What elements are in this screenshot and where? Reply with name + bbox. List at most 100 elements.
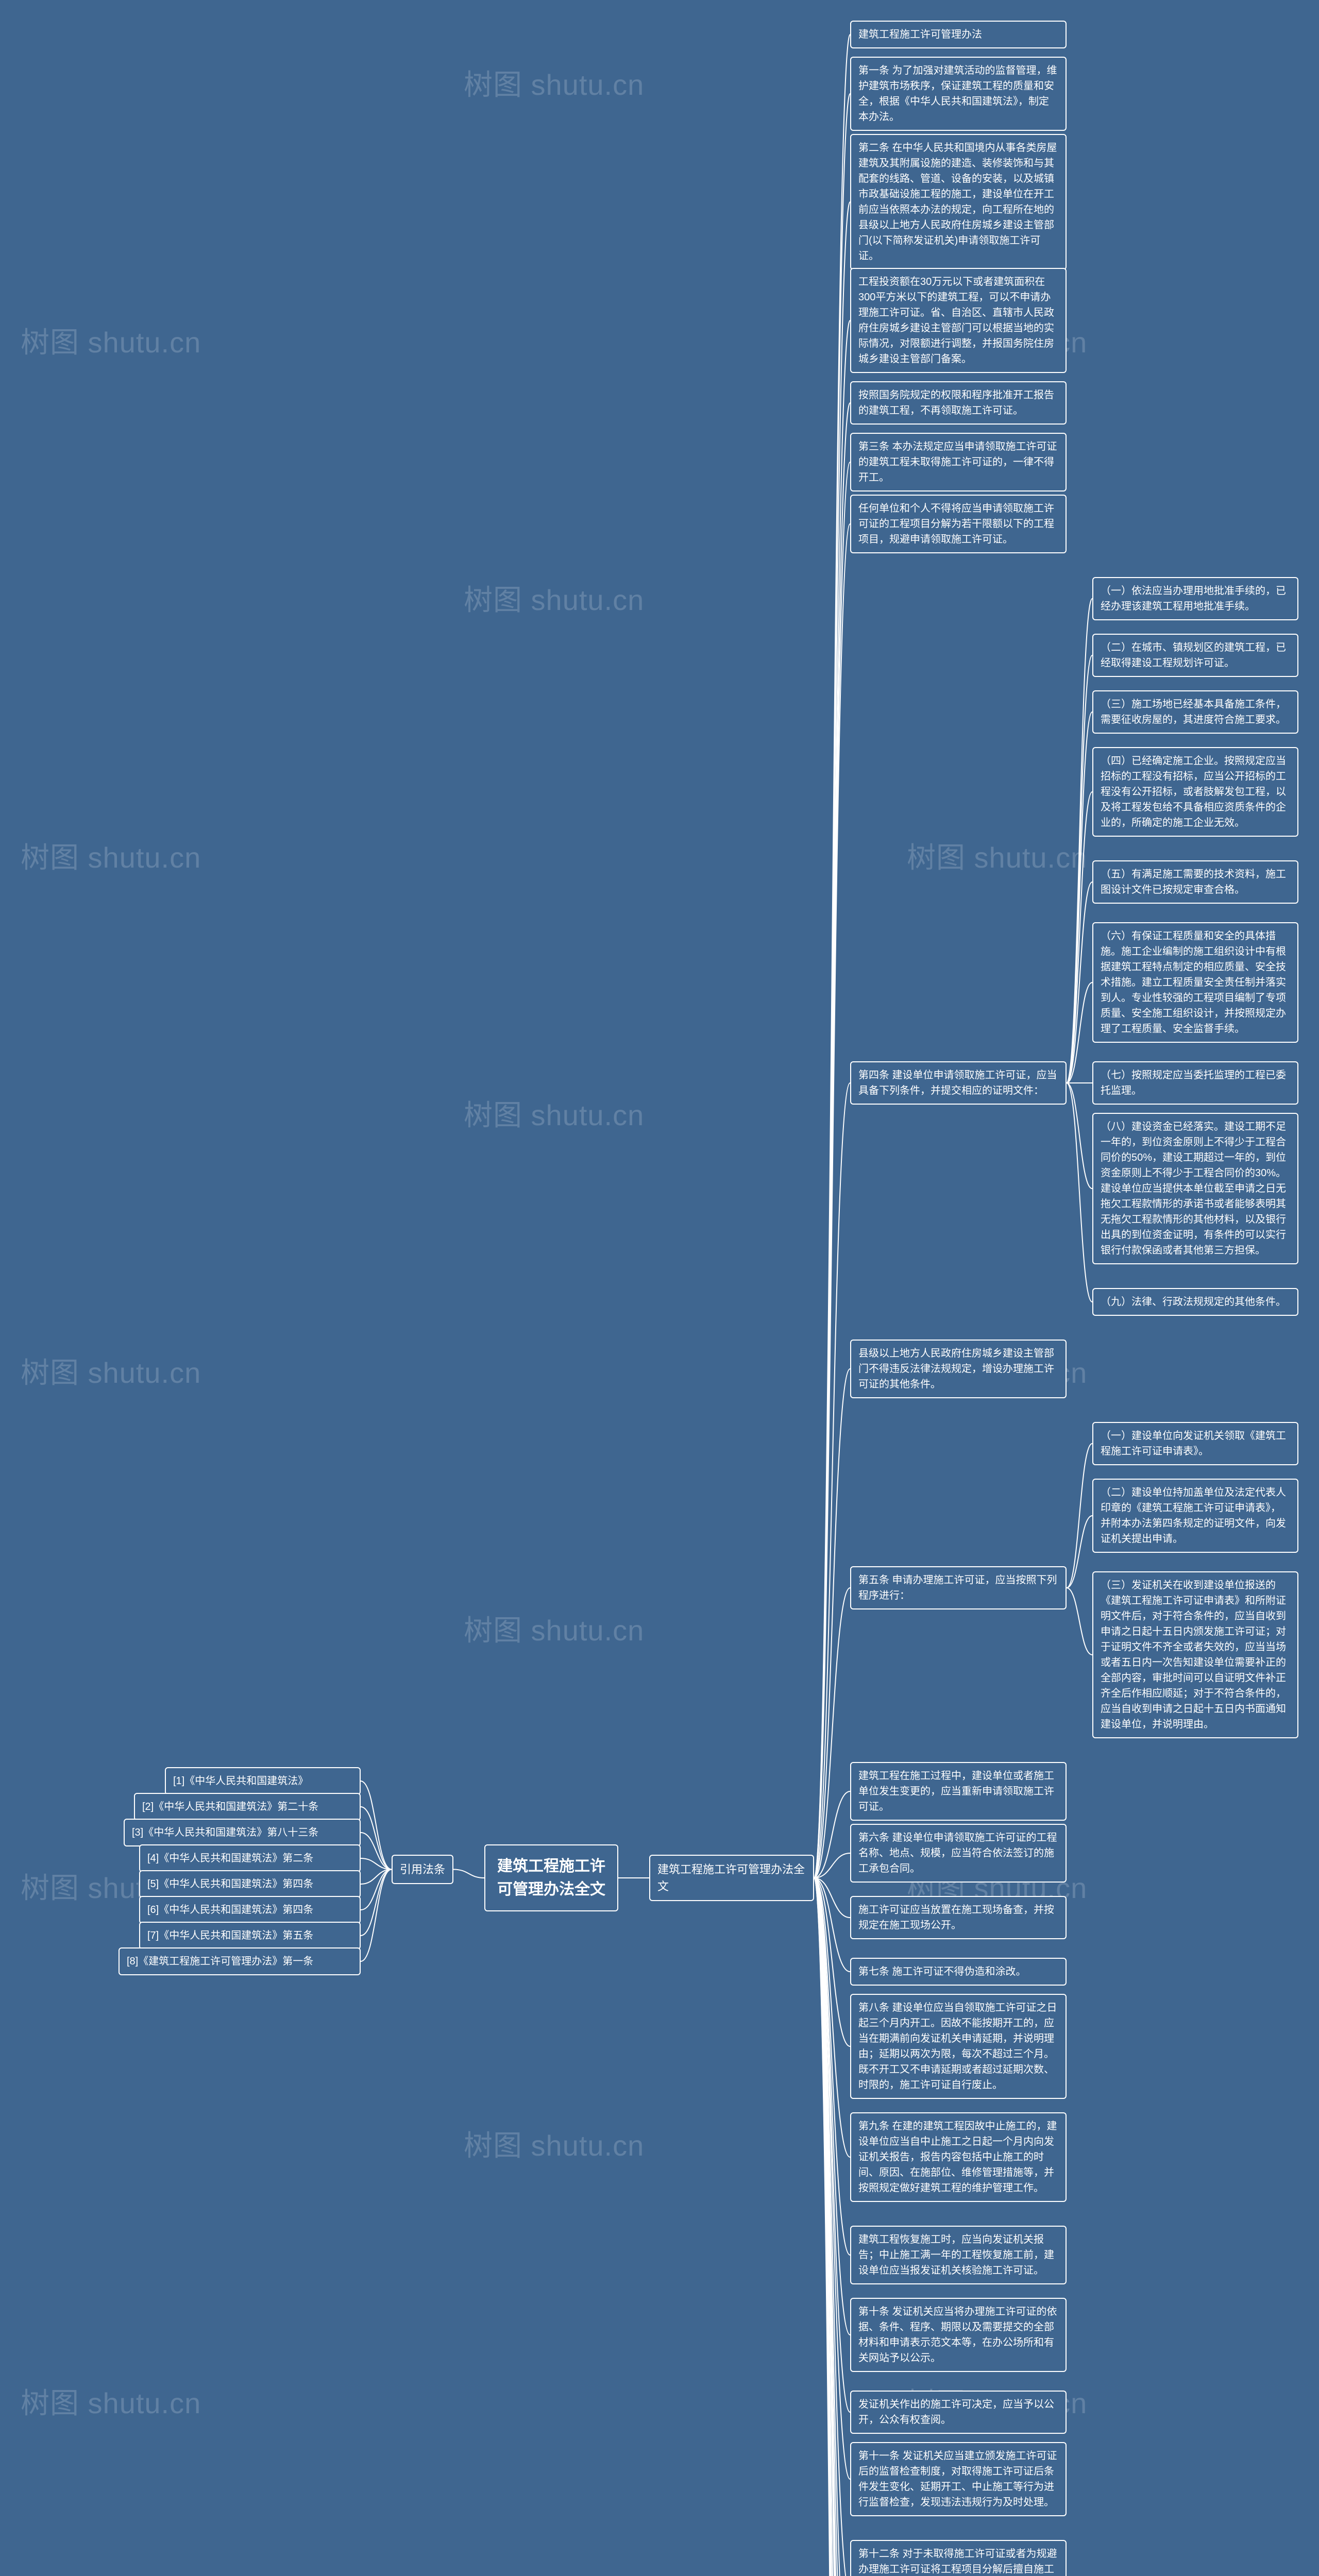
watermark: 树图 shutu.cn — [464, 577, 644, 619]
mindmap-node[interactable]: （三）发证机关在收到建设单位报送的《建筑工程施工许可证申请表》和所附证明文件后，… — [1092, 1571, 1298, 1738]
node-label: 建筑工程施工许可管理办法全文 — [657, 1863, 805, 1893]
edge — [814, 1878, 850, 2576]
mindmap-node[interactable]: 第三条 本办法规定应当申请领取施工许可证的建筑工程未取得施工许可证的，一律不得开… — [850, 433, 1067, 492]
mindmap-node[interactable]: [7]《中华人民共和国建筑法》第五条 — [139, 1922, 361, 1950]
edge — [1067, 792, 1092, 1083]
node-label: 第七条 施工许可证不得伪造和涂改。 — [858, 1966, 1026, 1977]
edge — [361, 1870, 392, 1936]
node-label: 建筑工程恢复施工时，应当向发证机关报告；中止施工满一年的工程恢复施工前，建设单位… — [858, 2234, 1054, 2276]
edge — [1067, 882, 1092, 1083]
mindmap-node[interactable]: （六）有保证工程质量和安全的具体措施。施工企业编制的施工组织设计中有根据建筑工程… — [1092, 922, 1298, 1043]
mindmap-node[interactable]: 建筑工程施工许可管理办法 — [850, 21, 1067, 48]
edge — [1067, 982, 1092, 1083]
edge — [814, 1878, 850, 2576]
mindmap-node[interactable]: （三）施工场地已经基本具备施工条件，需要征收房屋的，其进度符合施工要求。 — [1092, 690, 1298, 734]
mindmap-node[interactable]: [8]《建筑工程施工许可管理办法》第一条 — [119, 1947, 361, 1975]
node-label: 按照国务院规定的权限和程序批准开工报告的建筑工程，不再领取施工许可证。 — [858, 389, 1054, 416]
mindmap-node[interactable]: 施工许可证应当放置在施工现场备查，并按规定在施工现场公开。 — [850, 1896, 1067, 1939]
mindmap-node[interactable]: 第一条 为了加强对建筑活动的监督管理，维护建筑市场秩序，保证建筑工程的质量和安全… — [850, 57, 1067, 131]
node-label: （五）有满足施工需要的技术资料，施工图设计文件已按规定审查合格。 — [1101, 869, 1286, 895]
edge — [814, 202, 850, 1878]
mindmap-node[interactable]: 第九条 在建的建筑工程因故中止施工的，建设单位应当自中止施工之日起一个月内向发证… — [850, 2112, 1067, 2202]
mindmap-node[interactable]: 建筑工程施工许可管理办法全文 — [649, 1855, 814, 1901]
mindmap-node[interactable]: 第五条 申请办理施工许可证，应当按照下列程序进行： — [850, 1566, 1067, 1609]
edge — [814, 1853, 850, 1878]
edge — [814, 1878, 850, 2335]
mindmap-node[interactable]: （一）依法应当办理用地批准手续的，已经办理该建筑工程用地批准手续。 — [1092, 577, 1298, 620]
mindmap-node[interactable]: （九）法律、行政法规规定的其他条件。 — [1092, 1288, 1298, 1316]
node-label: 县级以上地方人民政府住房城乡建设主管部门不得违反法律法规规定，增设办理施工许可证… — [858, 1348, 1054, 1390]
mindmap-node[interactable]: 第七条 施工许可证不得伪造和涂改。 — [850, 1958, 1067, 1986]
mindmap-node[interactable]: 第四条 建设单位申请领取施工许可证，应当具备下列条件，并提交相应的证明文件： — [850, 1061, 1067, 1105]
mindmap-node[interactable]: 第十条 发证机关应当将办理施工许可证的依据、条件、程序、期限以及需要提交的全部材… — [850, 2298, 1067, 2372]
mindmap-node[interactable]: 第六条 建设单位申请领取施工许可证的工程名称、地点、规模，应当符合依法签订的施工… — [850, 1824, 1067, 1883]
edge — [814, 1878, 850, 2576]
edge — [814, 1878, 850, 1918]
edge — [814, 1369, 850, 1878]
mindmap-node[interactable]: [5]《中华人民共和国建筑法》第四条 — [139, 1870, 361, 1898]
node-label: 第十条 发证机关应当将办理施工许可证的依据、条件、程序、期限以及需要提交的全部材… — [858, 2306, 1057, 2364]
edge — [814, 462, 850, 1878]
mindmap-node[interactable]: （二）建设单位持加盖单位及法定代表人印章的《建筑工程施工许可证申请表》，并附本办… — [1092, 1479, 1298, 1553]
node-label: 任何单位和个人不得将应当申请领取施工许可证的工程项目分解为若干限额以下的工程项目… — [858, 503, 1054, 545]
node-label: （二）建设单位持加盖单位及法定代表人印章的《建筑工程施工许可证申请表》，并附本办… — [1101, 1487, 1286, 1545]
edge — [814, 320, 850, 1878]
node-label: [3]《中华人民共和国建筑法》第八十三条 — [132, 1827, 318, 1838]
node-label: 第十一条 发证机关应当建立颁发施工许可证后的监督检查制度，对取得施工许可证后条件… — [858, 2450, 1057, 2508]
edge — [361, 1833, 392, 1870]
mindmap-node[interactable]: 第十一条 发证机关应当建立颁发施工许可证后的监督检查制度，对取得施工许可证后条件… — [850, 2442, 1067, 2516]
edge — [814, 1878, 850, 2412]
mindmap-node[interactable]: [3]《中华人民共和国建筑法》第八十三条 — [124, 1819, 361, 1846]
mindmap-node[interactable]: 第二条 在中华人民共和国境内从事各类房屋建筑及其附属设施的建造、装修装饰和与其配… — [850, 134, 1067, 270]
mindmap-node[interactable]: （二）在城市、镇规划区的建筑工程，已经取得建设工程规划许可证。 — [1092, 634, 1298, 677]
edge — [361, 1807, 392, 1870]
node-label: [7]《中华人民共和国建筑法》第五条 — [147, 1930, 313, 1941]
edge — [814, 1878, 850, 2479]
mindmap-node[interactable]: 第八条 建设单位应当自领取施工许可证之日起三个月内开工。因故不能按期开工的，应当… — [850, 1994, 1067, 2099]
mindmap-node[interactable]: 任何单位和个人不得将应当申请领取施工许可证的工程项目分解为若干限额以下的工程项目… — [850, 495, 1067, 553]
node-label: 第十二条 对于未取得施工许可证或者为规避办理施工许可证将工程项目分解后擅自施工的… — [858, 2548, 1057, 2576]
edge — [814, 1878, 850, 2576]
mindmap-node[interactable]: [4]《中华人民共和国建筑法》第二条 — [139, 1844, 361, 1872]
edge — [814, 1878, 850, 2576]
mindmap-node[interactable]: 按照国务院规定的权限和程序批准开工报告的建筑工程，不再领取施工许可证。 — [850, 381, 1067, 425]
node-label: （三）发证机关在收到建设单位报送的《建筑工程施工许可证申请表》和所附证明文件后，… — [1101, 1580, 1286, 1730]
node-label: 第三条 本办法规定应当申请领取施工许可证的建筑工程未取得施工许可证的，一律不得开… — [858, 441, 1057, 483]
mindmap-node[interactable]: （八）建设资金已经落实。建设工期不足一年的，到位资金原则上不得少于工程合同价的5… — [1092, 1113, 1298, 1264]
watermark: 树图 shutu.cn — [464, 1092, 644, 1134]
edge — [814, 1878, 850, 2576]
watermark: 树图 shutu.cn — [21, 319, 201, 361]
node-label: 施工许可证应当放置在施工现场备查，并按规定在施工现场公开。 — [858, 1904, 1054, 1931]
node-label: （六）有保证工程质量和安全的具体措施。施工企业编制的施工组织设计中有根据建筑工程… — [1101, 930, 1286, 1035]
mindmap-node[interactable]: （五）有满足施工需要的技术资料，施工图设计文件已按规定审查合格。 — [1092, 860, 1298, 904]
node-label: [2]《中华人民共和国建筑法》第二十条 — [142, 1801, 318, 1812]
mindmap-node[interactable]: （一）建设单位向发证机关领取《建筑工程施工许可证申请表》。 — [1092, 1422, 1298, 1465]
mindmap-node[interactable]: 发证机关作出的施工许可决定，应当予以公开，公众有权查阅。 — [850, 2391, 1067, 2434]
mindmap-node[interactable]: 县级以上地方人民政府住房城乡建设主管部门不得违反法律法规规定，增设办理施工许可证… — [850, 1340, 1067, 1398]
mindmap-node[interactable]: 建筑工程在施工过程中，建设单位或者施工单位发生变更的，应当重新申请领取施工许可证… — [850, 1762, 1067, 1821]
node-label: （八）建设资金已经落实。建设工期不足一年的，到位资金原则上不得少于工程合同价的5… — [1101, 1121, 1286, 1256]
mindmap-node[interactable]: （七）按照规定应当委托监理的工程已委托监理。 — [1092, 1061, 1298, 1105]
mindmap-node[interactable]: 建筑工程施工许可管理办法全文 — [484, 1844, 618, 1911]
mindmap-node[interactable]: 建筑工程恢复施工时，应当向发证机关报告；中止施工满一年的工程恢复施工前，建设单位… — [850, 2226, 1067, 2284]
edge — [814, 1878, 850, 2157]
edge — [1067, 1083, 1092, 1189]
node-label: 第五条 申请办理施工许可证，应当按照下列程序进行： — [858, 1574, 1057, 1601]
mindmap-node[interactable]: 引用法条 — [392, 1855, 453, 1884]
watermark: 树图 shutu.cn — [21, 1350, 201, 1392]
mindmap-node[interactable]: 第十二条 对于未取得施工许可证或者为规避办理施工许可证将工程项目分解后擅自施工的… — [850, 2540, 1067, 2576]
edge — [814, 1878, 850, 2576]
mindmap-node[interactable]: [6]《中华人民共和国建筑法》第四条 — [139, 1896, 361, 1924]
edge — [1067, 655, 1092, 1083]
mindmap-node[interactable]: （四）已经确定施工企业。按照规定应当招标的工程没有招标，应当公开招标的工程没有公… — [1092, 747, 1298, 837]
node-label: 建筑工程施工许可管理办法全文 — [497, 1858, 605, 1898]
node-label: [8]《建筑工程施工许可管理办法》第一条 — [127, 1956, 313, 1967]
mindmap-node[interactable]: [1]《中华人民共和国建筑法》 — [165, 1767, 361, 1795]
edge — [814, 1878, 850, 1972]
node-label: （三）施工场地已经基本具备施工条件，需要征收房屋的，其进度符合施工要求。 — [1101, 699, 1286, 725]
node-label: 引用法条 — [400, 1863, 445, 1876]
edge — [814, 1878, 850, 2576]
mindmap-node[interactable]: 工程投资额在30万元以下或者建筑面积在300平方米以下的建筑工程，可以不申请办理… — [850, 268, 1067, 373]
edge — [814, 1791, 850, 1878]
mindmap-node[interactable]: [2]《中华人民共和国建筑法》第二十条 — [134, 1793, 361, 1821]
